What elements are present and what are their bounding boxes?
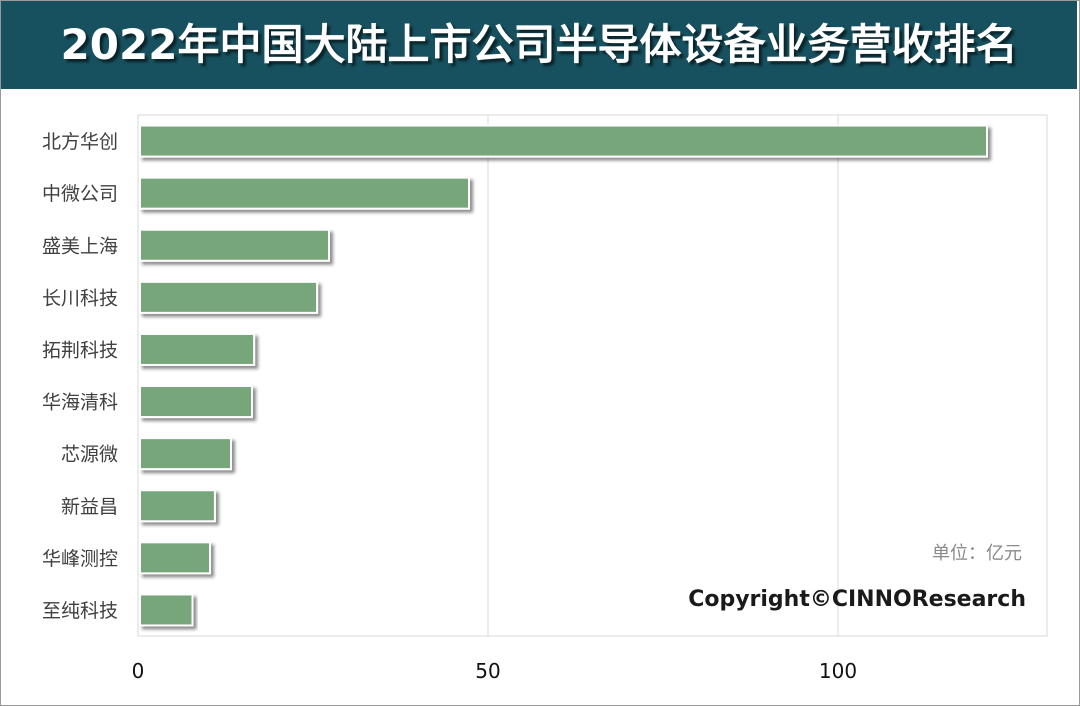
chart-title: 2022年中国大陆上市公司半导体设备业务营收排名 <box>60 20 1018 69</box>
y-category-label: 华峰测控 <box>42 548 118 570</box>
y-category-label: 拓荆科技 <box>42 339 118 361</box>
y-category-label: 长川科技 <box>42 287 118 309</box>
unit-label: 单位：亿元 <box>932 543 1022 564</box>
bar <box>139 489 216 523</box>
bar <box>139 280 319 314</box>
bar <box>139 541 211 575</box>
bar <box>139 437 232 471</box>
bar <box>139 228 330 262</box>
copyright-label: Copyright©CINNOResearch <box>688 587 1026 612</box>
bar <box>139 593 194 627</box>
x-tick-label: 50 <box>475 659 500 683</box>
x-tick-label: 0 <box>132 659 145 683</box>
bar <box>139 124 988 158</box>
y-category-label: 盛美上海 <box>42 235 118 257</box>
y-category-label: 北方华创 <box>42 131 118 153</box>
bar <box>139 176 470 210</box>
bar <box>139 332 256 366</box>
y-category-label: 芯源微 <box>61 444 118 466</box>
bar <box>139 385 253 419</box>
plot-area <box>137 114 1048 637</box>
y-category-label: 中微公司 <box>42 183 118 205</box>
title-bar: 2022年中国大陆上市公司半导体设备业务营收排名 <box>1 1 1077 89</box>
x-tick-label: 100 <box>819 659 857 683</box>
y-category-label: 华海清科 <box>42 392 118 414</box>
y-category-label: 新益昌 <box>61 496 118 518</box>
y-category-label: 至纯科技 <box>42 600 118 622</box>
